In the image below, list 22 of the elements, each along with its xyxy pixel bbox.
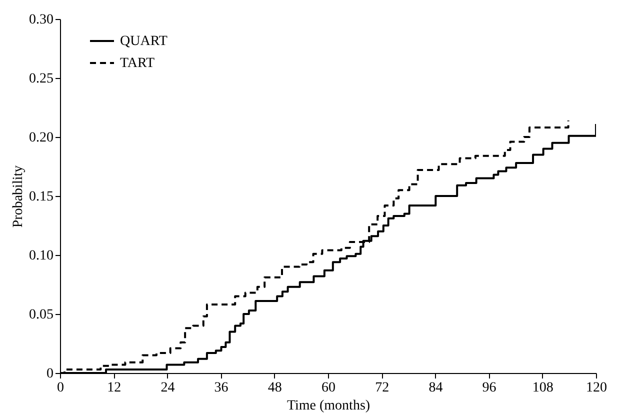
x-tick-label: 108: [532, 380, 554, 396]
x-tick-label: 96: [482, 380, 496, 396]
y-tick-label: 0.30: [29, 12, 54, 28]
x-tick-label: 0: [57, 380, 64, 396]
x-tick-label: 12: [107, 380, 122, 396]
x-axis-title: Time (months): [286, 398, 370, 414]
x-tick-label: 36: [214, 380, 228, 396]
y-tick-label: 0.10: [29, 248, 54, 264]
y-axis-title: Probability: [11, 165, 26, 228]
y-tick-label: 0.15: [29, 190, 54, 204]
y-tick-label: 0.20: [29, 130, 54, 146]
legend-label: QUART: [120, 34, 168, 49]
legend-label: TART: [120, 56, 156, 71]
x-tick-label: 84: [428, 380, 443, 396]
x-tick-label: 48: [268, 380, 282, 396]
x-tick-label: 24: [160, 380, 175, 396]
x-tick-label: 60: [322, 380, 336, 396]
x-tick-label: 72: [375, 380, 390, 396]
y-tick-label: 0.25: [29, 72, 54, 86]
y-tick-label: 0: [46, 366, 54, 382]
y-tick-label: 0.05: [29, 308, 54, 322]
x-tick-label: 120: [586, 380, 607, 396]
